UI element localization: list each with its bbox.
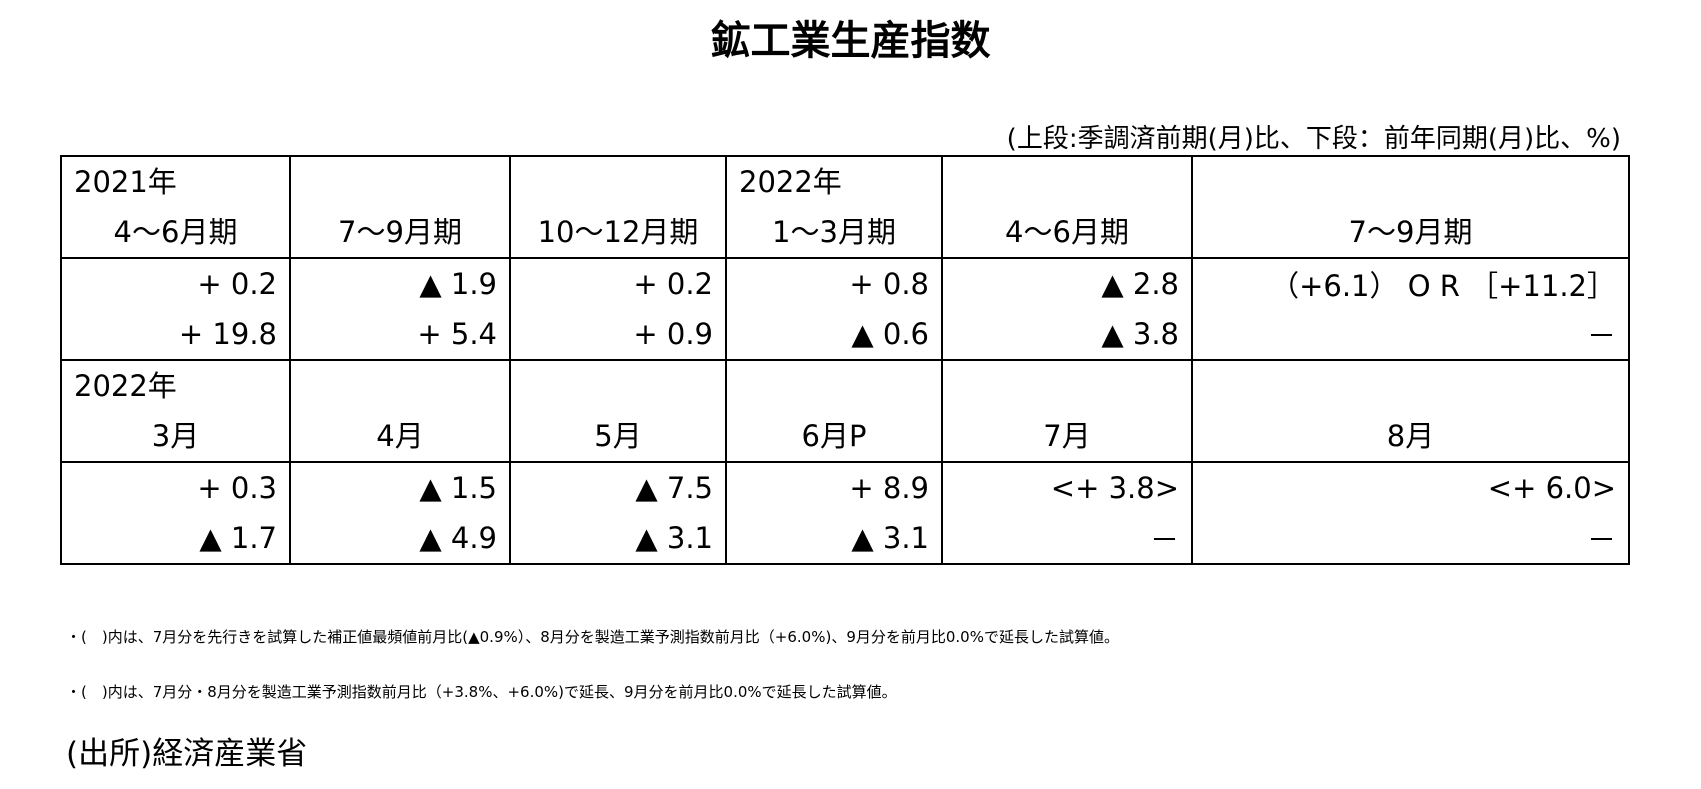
value-cell: ▲ 3.1 xyxy=(725,513,943,565)
period-cell: 8月 xyxy=(1191,407,1630,462)
value-cell: + 0.9 xyxy=(509,309,727,360)
period-cell: 1～3月期 xyxy=(725,203,943,258)
period-cell: 4月 xyxy=(289,407,511,462)
header-row: 3月 4月 5月 6月P 7月 8月 xyxy=(60,407,1630,462)
value-cell: + 19.8 xyxy=(60,309,291,360)
value-cell: <+ 3.8> xyxy=(941,461,1193,513)
value-cell: ▲ 2.8 xyxy=(941,257,1193,309)
header-row: 4～6月期 7～9月期 10～12月期 1～3月期 4～6月期 7～9月期 xyxy=(60,203,1630,258)
year-cell: 2022年 xyxy=(60,359,291,407)
table-body: 2021年 2022年 4～6月期 7～9月期 10～12月期 1～3月期 4～6月期 7～9… xyxy=(60,155,1630,565)
period-cell: 4～6月期 xyxy=(941,203,1193,258)
period-cell: 7月 xyxy=(941,407,1193,462)
value-row: + 0.3 ▲ 1.5 ▲ 7.5 + 8.9 <+ 3.8> <+ 6.0> xyxy=(60,461,1630,513)
value-cell: ▲ 0.6 xyxy=(725,309,943,360)
value-cell: + 5.4 xyxy=(289,309,511,360)
period-cell: 7～9月期 xyxy=(1191,203,1630,258)
value-cell: （+6.1） O R ［+11.2］ xyxy=(1191,257,1630,309)
value-cell: ▲ 1.7 xyxy=(60,513,291,565)
year-cell xyxy=(1191,359,1630,407)
value-cell: ▲ 1.5 xyxy=(289,461,511,513)
year-cell xyxy=(509,155,727,203)
header-row: 2022年 xyxy=(60,359,1630,407)
footnote: ・( )内は、7月分を先行きを試算した補正値最頻値前月比(▲0.9%）、8月分を… xyxy=(66,628,1119,646)
period-cell: 5月 xyxy=(509,407,727,462)
value-cell: － xyxy=(941,513,1193,565)
year-cell xyxy=(941,359,1193,407)
year-cell xyxy=(1191,155,1630,203)
unit-note: (上段:季調済前期(月)比、下段：前年同期(月)比、%) xyxy=(1006,124,1621,154)
value-cell: ▲ 7.5 xyxy=(509,461,727,513)
header-row: 2021年 2022年 xyxy=(60,155,1630,203)
value-cell: + 0.2 xyxy=(60,257,291,309)
year-cell xyxy=(941,155,1193,203)
year-cell xyxy=(289,155,511,203)
period-cell: 6月P xyxy=(725,407,943,462)
year-cell xyxy=(725,359,943,407)
value-cell: ▲ 3.8 xyxy=(941,309,1193,360)
title: 鉱工業生産指数 xyxy=(710,18,991,64)
period-cell: 4～6月期 xyxy=(60,203,291,258)
value-row: + 19.8 + 5.4 + 0.9 ▲ 0.6 ▲ 3.8 － xyxy=(60,309,1630,360)
value-cell: － xyxy=(1191,309,1630,360)
value-cell: ▲ 3.1 xyxy=(509,513,727,565)
year-cell xyxy=(289,359,511,407)
value-row: ▲ 1.7 ▲ 4.9 ▲ 3.1 ▲ 3.1 －－ xyxy=(60,513,1630,565)
value-cell: + 0.3 xyxy=(60,461,291,513)
data-table: 2021年 2022年 4～6月期 7～9月期 10～12月期 1～3月期 4～6月期 7～9… xyxy=(60,155,1630,565)
value-cell: + 8.9 xyxy=(725,461,943,513)
value-cell: + 0.2 xyxy=(509,257,727,309)
value-row: + 0.2 ▲ 1.9 + 0.2 + 0.8 ▲ 2.8 （+6.1） O R ［+11… xyxy=(60,257,1630,309)
source: (出所)経済産業省 xyxy=(66,736,308,772)
year-cell: 2021年 xyxy=(60,155,291,203)
footnote: ・( )内は、7月分・8月分を製造工業予測指数前月比（+3.8%、+6.0%)で… xyxy=(66,683,897,701)
year-cell: 2022年 xyxy=(725,155,943,203)
period-cell: 10～12月期 xyxy=(509,203,727,258)
value-cell: <+ 6.0> xyxy=(1191,461,1630,513)
value-cell: + 0.8 xyxy=(725,257,943,309)
value-cell: ▲ 1.9 xyxy=(289,257,511,309)
value-cell: ▲ 4.9 xyxy=(289,513,511,565)
value-cell: － xyxy=(1191,513,1630,565)
period-cell: 7～9月期 xyxy=(289,203,511,258)
period-cell: 3月 xyxy=(60,407,291,462)
year-cell xyxy=(509,359,727,407)
